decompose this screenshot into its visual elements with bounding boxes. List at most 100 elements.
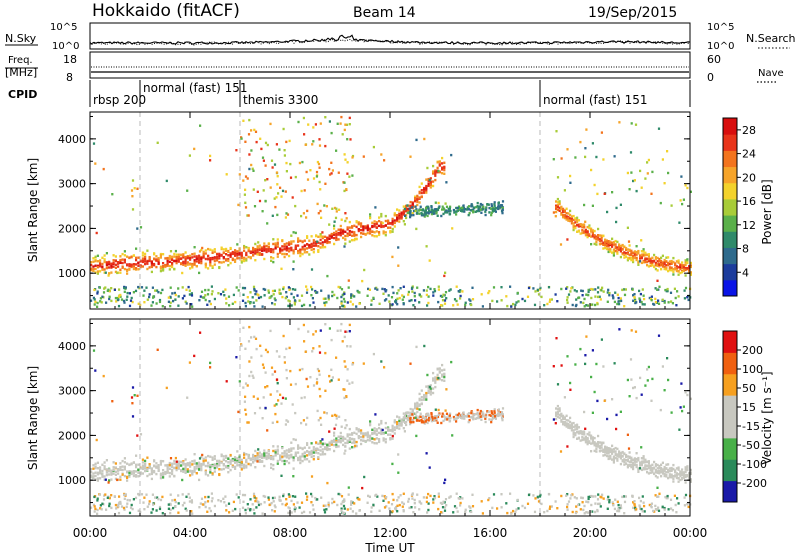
power-cell — [162, 253, 165, 256]
velocity-cell — [236, 464, 239, 467]
power-cell — [95, 231, 98, 235]
velocity-cell — [126, 498, 129, 502]
power-cell — [106, 289, 109, 292]
power-cell — [600, 236, 603, 240]
power-cell — [241, 299, 245, 302]
velocity-cell — [283, 462, 286, 466]
power-cell — [261, 249, 264, 253]
velocity-cell — [117, 505, 120, 508]
velocity-cell — [123, 474, 126, 478]
power-cell — [408, 207, 411, 210]
power-cell — [448, 289, 451, 292]
power-cell — [110, 271, 113, 274]
velocity-cell — [577, 431, 580, 435]
velocity-cell — [128, 511, 132, 515]
power-cell — [686, 267, 689, 270]
power-cell — [317, 250, 320, 253]
power-cell — [380, 153, 383, 156]
velocity-cell — [586, 442, 589, 446]
power-cell — [319, 188, 322, 191]
power-cell — [247, 255, 250, 259]
velocity-cell — [234, 507, 237, 511]
velocity-cell — [124, 494, 127, 497]
velocity-cell — [243, 400, 246, 403]
velocity-cell — [455, 413, 458, 417]
velocity-cell — [331, 501, 334, 505]
power-cell — [326, 241, 329, 245]
power-cell — [595, 243, 598, 246]
power-cell — [211, 249, 214, 252]
power-cell — [661, 261, 664, 264]
velocity-cell — [405, 411, 408, 415]
power-cell — [432, 172, 435, 175]
velocity-cell — [383, 495, 386, 498]
power-cell — [560, 213, 563, 216]
power-cell — [577, 223, 580, 226]
velocity-cell — [630, 460, 633, 463]
velocity-cell — [616, 509, 619, 513]
power-cell — [242, 293, 245, 296]
velocity-cell — [625, 455, 628, 458]
velocity-cell — [668, 474, 671, 477]
velocity-cell — [632, 501, 635, 504]
power-cell — [602, 243, 605, 246]
power-cell — [633, 250, 636, 253]
power-cell — [593, 234, 596, 237]
power-cell — [619, 297, 622, 300]
velocity-cell — [351, 433, 354, 436]
velocity-cell — [134, 496, 138, 500]
power-cell — [195, 265, 198, 268]
power-cell — [375, 235, 378, 238]
colorbar-swatch — [723, 166, 737, 184]
velocity-cell — [236, 461, 239, 464]
velocity-cell — [141, 472, 144, 475]
velocity-cell — [619, 451, 622, 455]
velocity-cell — [334, 423, 338, 427]
power-cell — [211, 251, 214, 254]
power-cell — [268, 296, 271, 300]
power-cell — [527, 286, 531, 290]
velocity-cell — [96, 497, 99, 500]
velocity-cell — [686, 465, 689, 468]
power-cell — [124, 287, 127, 290]
power-cell — [656, 264, 659, 267]
velocity-cell — [558, 416, 561, 419]
power-cell — [182, 263, 185, 266]
velocity-cell — [490, 411, 493, 414]
power-cell — [649, 264, 652, 267]
velocity-cell — [599, 505, 602, 508]
power-cell — [429, 177, 432, 180]
power-cell — [626, 252, 629, 255]
power-cell — [305, 285, 308, 288]
power-cell — [418, 301, 421, 304]
velocity-cell — [189, 465, 192, 468]
power-cell — [132, 265, 135, 268]
power-cell — [436, 208, 440, 212]
power-cell — [333, 233, 336, 236]
velocity-cell — [665, 467, 668, 470]
velocity-cell — [555, 411, 558, 414]
velocity-cell — [686, 468, 689, 472]
velocity-cell — [609, 454, 612, 458]
power-cell — [437, 300, 440, 304]
velocity-cell — [628, 395, 631, 398]
velocity-cell — [677, 466, 680, 469]
power-cell — [297, 249, 300, 253]
power-cell — [672, 256, 675, 260]
velocity-cell — [305, 492, 308, 495]
velocity-cell — [672, 477, 675, 480]
power-cell — [114, 259, 117, 262]
power-cell — [429, 180, 432, 183]
velocity-cell — [409, 407, 412, 411]
power-cell — [193, 263, 196, 266]
velocity-cell — [633, 460, 636, 463]
velocity-cell — [577, 437, 580, 440]
power-cell — [274, 205, 277, 209]
velocity-cell — [429, 384, 432, 387]
power-cell — [207, 288, 210, 292]
power-cell — [90, 263, 93, 267]
velocity-cell — [425, 418, 428, 422]
power-cell — [590, 243, 593, 246]
power-cell — [688, 265, 691, 268]
power-cell — [167, 300, 170, 303]
